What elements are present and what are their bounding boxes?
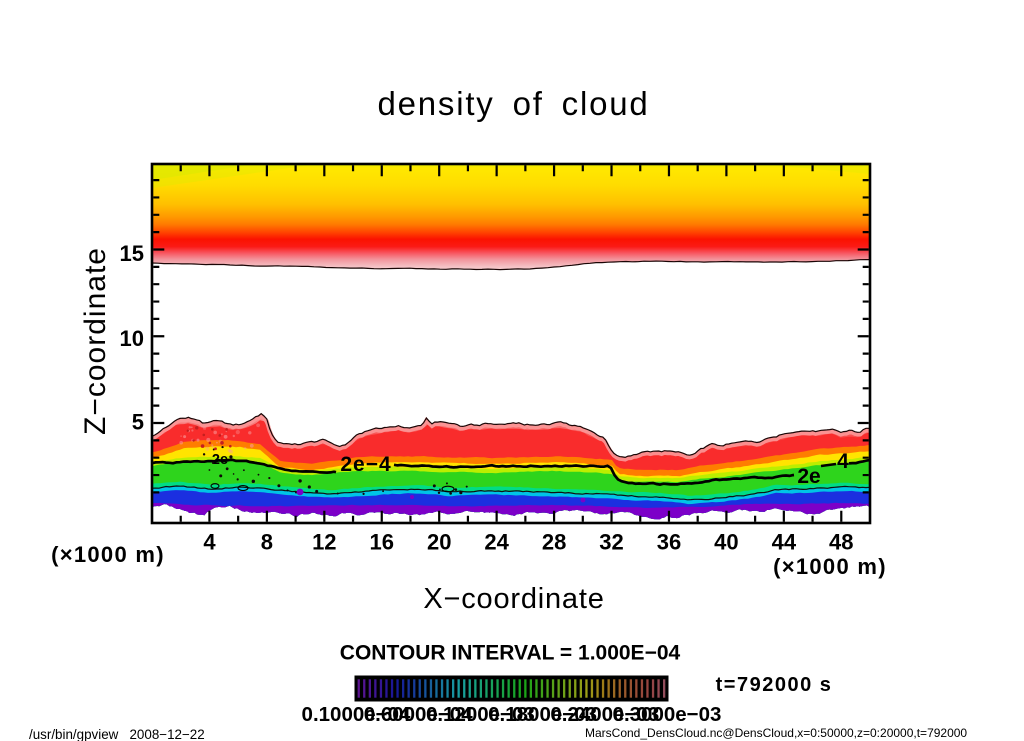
- svg-text:40: 40: [714, 530, 738, 555]
- svg-text:4: 4: [837, 450, 849, 473]
- svg-text:0.2400e−03: 0.2400e−03: [550, 703, 659, 726]
- svg-text:Z−coordinate: Z−coordinate: [79, 247, 112, 435]
- svg-text:4: 4: [203, 530, 216, 555]
- svg-text:2e: 2e: [797, 465, 820, 488]
- svg-text:15: 15: [120, 241, 144, 266]
- svg-text:0.1800e−03: 0.1800e−03: [488, 703, 597, 726]
- svg-text:X−coordinate: X−coordinate: [423, 583, 604, 615]
- svg-text:density of cloud: density of cloud: [377, 85, 649, 122]
- svg-text:0.6000e−04: 0.6000e−04: [364, 703, 473, 726]
- svg-text:2e−4: 2e−4: [340, 453, 391, 476]
- svg-text:0.3000e−03: 0.3000e−03: [613, 703, 722, 726]
- svg-text:10: 10: [120, 326, 144, 351]
- svg-text:(×1000 m): (×1000 m): [51, 542, 165, 567]
- svg-text:CONTOUR INTERVAL = 1.000E−04: CONTOUR INTERVAL = 1.000E−04: [340, 642, 681, 665]
- svg-text:/usr/bin/gpview 2008−12−22: /usr/bin/gpview 2008−12−22: [29, 727, 205, 741]
- svg-text:0.1000e−04: 0.1000e−04: [302, 703, 411, 726]
- svg-text:8: 8: [261, 530, 273, 555]
- svg-text:5: 5: [132, 410, 144, 435]
- svg-text:12: 12: [312, 530, 336, 555]
- svg-text:t=792000 s: t=792000 s: [716, 674, 833, 696]
- svg-text:48: 48: [829, 530, 853, 555]
- svg-text:(×1000 m): (×1000 m): [773, 554, 887, 579]
- svg-text:2e: 2e: [212, 452, 228, 468]
- svg-text:20: 20: [427, 530, 451, 555]
- svg-text:MarsCond_DensCloud.nc@DensClou: MarsCond_DensCloud.nc@DensCloud,x=0:5000…: [585, 726, 967, 740]
- svg-text:44: 44: [772, 530, 797, 555]
- svg-text:16: 16: [370, 530, 394, 555]
- svg-text:36: 36: [657, 530, 681, 555]
- svg-text:0.1200e−03: 0.1200e−03: [426, 703, 535, 726]
- svg-text:28: 28: [542, 530, 566, 555]
- svg-text:32: 32: [599, 530, 623, 555]
- svg-text:24: 24: [484, 530, 509, 555]
